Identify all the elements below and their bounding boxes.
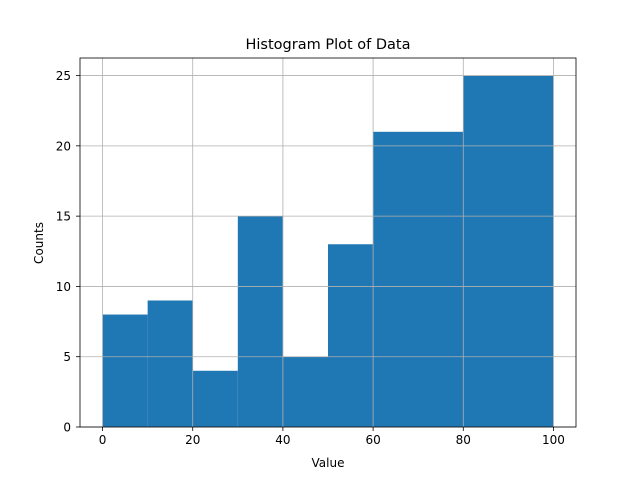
x-axis-ticks: 0 20 40 60 80 100	[99, 427, 565, 447]
plot-area: 0 20 40 60 80 100 0 5 10 15 20 25	[56, 57, 577, 447]
histogram-bar-7	[463, 75, 554, 428]
x-tick-label-5: 100	[542, 433, 565, 447]
x-tick-label-3: 60	[365, 433, 380, 447]
y-axis-label: Counts	[32, 222, 46, 264]
x-tick-label-0: 0	[99, 433, 107, 447]
y-tick-label-1: 5	[63, 350, 71, 364]
y-tick-label-3: 15	[56, 210, 71, 224]
chart-title: Histogram Plot of Data	[246, 37, 411, 53]
y-tick-label-4: 20	[56, 139, 71, 153]
histogram-bar-2	[192, 370, 238, 427]
x-tick-label-1: 20	[185, 433, 200, 447]
x-tick-label-2: 40	[275, 433, 290, 447]
y-tick-label-0: 0	[63, 421, 71, 435]
histogram-bar-6	[373, 131, 464, 428]
histogram-bar-3	[237, 216, 283, 427]
histogram-bar-0	[102, 314, 148, 427]
histogram-bar-4	[282, 356, 328, 427]
histogram-bar-1	[147, 300, 193, 427]
axes-frame	[79, 57, 577, 428]
x-tick-label-4: 80	[456, 433, 471, 447]
y-tick-label-5: 25	[56, 69, 71, 83]
bars-group	[102, 75, 554, 428]
y-tick-label-2: 10	[56, 280, 71, 294]
y-axis-ticks: 0 5 10 15 20 25	[56, 69, 80, 435]
x-axis-label: Value	[312, 456, 345, 470]
histogram-bar-5	[328, 244, 374, 427]
